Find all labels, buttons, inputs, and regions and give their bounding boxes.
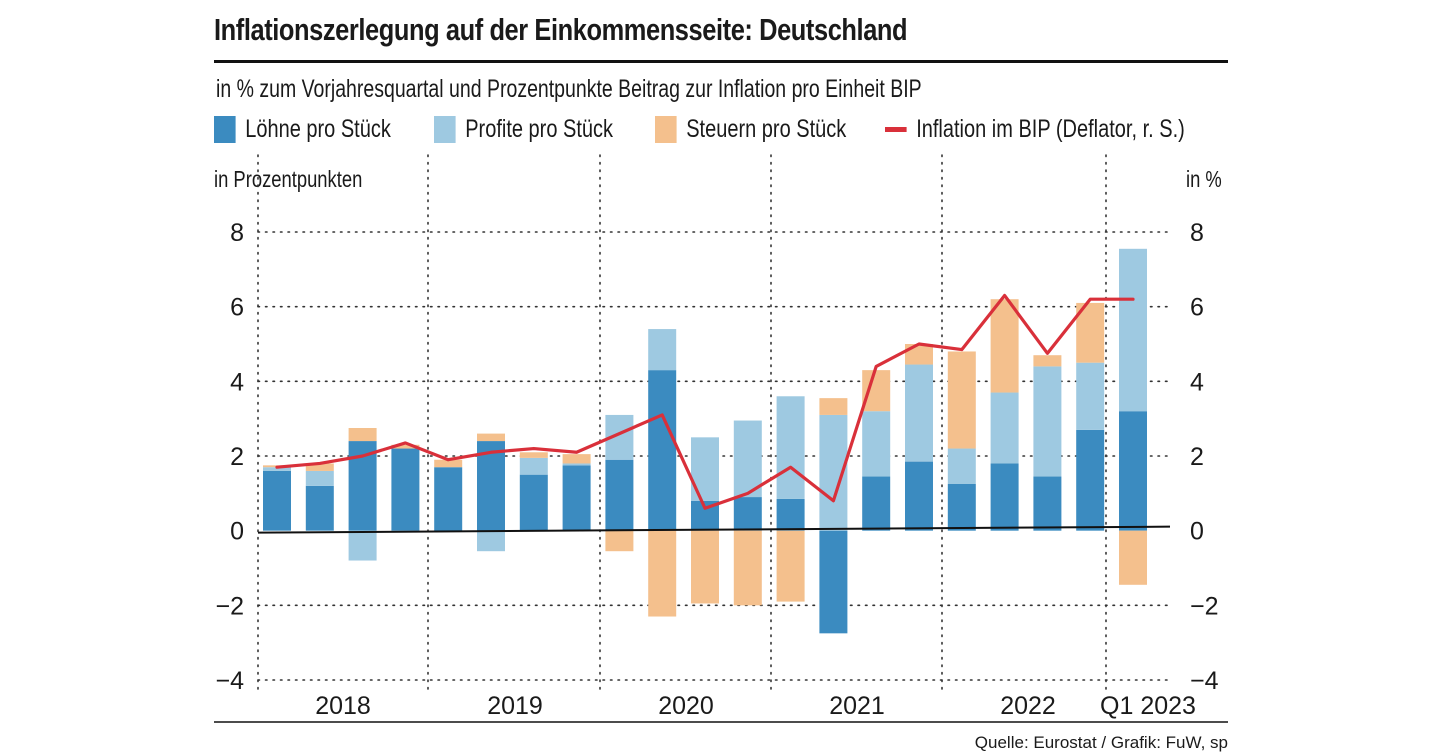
bar-wages (905, 461, 933, 531)
bar-taxes (434, 459, 463, 468)
y-tick-label-right: −4 (1190, 667, 1219, 695)
x-tick-label: 2018 (315, 692, 371, 720)
bar-profits (1033, 366, 1062, 477)
title-rule (214, 60, 1228, 63)
left-axis-title: in Prozentpunkten (214, 166, 363, 192)
bar-profits (1119, 248, 1147, 412)
bar-taxes (605, 530, 634, 552)
bar-taxes (947, 351, 976, 449)
bar-taxes (905, 344, 933, 365)
legend-item-taxes: Steuern pro Stück (655, 112, 846, 146)
zero-baseline (257, 525, 1171, 534)
x-tick-label: 2019 (487, 692, 543, 720)
bar-profits (562, 463, 591, 466)
bar-taxes (733, 530, 762, 606)
bar-taxes (519, 452, 548, 458)
bar-wages (819, 530, 848, 634)
bar-profits (477, 530, 505, 552)
legend-swatch-taxes (655, 115, 677, 143)
bar-taxes (691, 530, 719, 604)
bar-profits (776, 396, 805, 499)
bar-profits (348, 530, 377, 561)
right-axis-title: in % (1186, 166, 1222, 192)
bar-profits (862, 411, 891, 477)
x-tick-label: Q1 2023 (1100, 692, 1196, 720)
bar-profits (1076, 362, 1105, 430)
y-tick-label-left: 4 (230, 368, 244, 396)
bar-taxes (562, 454, 591, 464)
bar-wages (605, 459, 634, 531)
bar-wages (562, 465, 591, 531)
bar-profits (905, 364, 933, 462)
y-tick-label-right: 4 (1190, 368, 1204, 396)
y-tick-label-left: 8 (230, 219, 244, 247)
x-tick-label: 2021 (829, 692, 885, 720)
bar-profits (691, 437, 719, 501)
bar-wages (263, 470, 291, 531)
y-tick-label-left: 0 (230, 518, 244, 546)
source-note: Quelle: Eurostat / Grafik: FuW, sp (974, 733, 1228, 752)
bar-taxes (862, 370, 891, 412)
bar-taxes (1119, 530, 1147, 585)
bar-taxes (776, 530, 805, 602)
x-tick-label: 2020 (658, 692, 714, 720)
bar-taxes (819, 398, 848, 415)
bar-wages (1033, 476, 1062, 531)
bar-wages (733, 497, 762, 531)
bar-profits (519, 457, 548, 475)
bar-wages (1119, 411, 1147, 531)
bar-wages (990, 463, 1019, 531)
legend-item-inflation: Inflation im BIP (Deflator, r. S.) (885, 112, 1185, 146)
legend-item-profits: Profite pro Stück (434, 112, 613, 146)
bar-taxes (648, 530, 677, 617)
bar-wages (477, 441, 505, 531)
chart-subtitle: in % zum Vorjahresquartal und Prozentpun… (216, 75, 922, 103)
bar-wages (519, 474, 548, 531)
y-tick-label-right: 2 (1190, 443, 1204, 471)
legend-swatch-inflation (885, 126, 907, 132)
legend-item-wages: Löhne pro Stück (214, 112, 391, 146)
bar-wages (862, 476, 891, 531)
legend-swatch-wages (214, 115, 236, 143)
y-tick-label-left: −4 (215, 667, 244, 695)
bar-taxes (305, 463, 334, 471)
y-tick-label-right: −2 (1190, 592, 1219, 620)
bar-taxes (1033, 355, 1062, 367)
bar-profits (947, 448, 976, 484)
y-tick-label-left: −2 (215, 592, 244, 620)
bar-profits (648, 329, 677, 371)
bar-wages (648, 370, 677, 531)
legend-label-inflation: Inflation im BIP (Deflator, r. S.) (916, 114, 1185, 143)
x-tick-label: 2022 (1000, 692, 1056, 720)
bar-wages (434, 467, 463, 531)
bar-taxes (391, 444, 420, 449)
bar-taxes (477, 433, 505, 442)
bar-profits (990, 392, 1019, 464)
bar-profits (305, 470, 334, 486)
legend-label-wages: Löhne pro Stück (245, 114, 391, 143)
legend-label-taxes: Steuern pro Stück (686, 114, 847, 143)
bar-wages (391, 448, 420, 531)
y-tick-label-right: 6 (1190, 294, 1204, 322)
legend-label-profits: Profite pro Stück (465, 114, 614, 143)
bar-profits (733, 420, 762, 498)
chart-title: Inflationszerlegung auf der Einkommensse… (214, 12, 908, 47)
bar-profits (263, 467, 291, 471)
legend-swatch-profits (434, 115, 456, 143)
bar-wages (947, 484, 976, 531)
bar-wages (305, 485, 334, 531)
y-tick-label-right: 8 (1190, 219, 1204, 247)
bar-wages (1076, 429, 1105, 531)
y-tick-label-left: 6 (230, 294, 244, 322)
bar-taxes (990, 299, 1019, 393)
bar-wages (776, 498, 805, 531)
bar-taxes (348, 428, 377, 442)
y-tick-label-left: 2 (230, 443, 244, 471)
y-tick-label-right: 0 (1190, 518, 1204, 546)
